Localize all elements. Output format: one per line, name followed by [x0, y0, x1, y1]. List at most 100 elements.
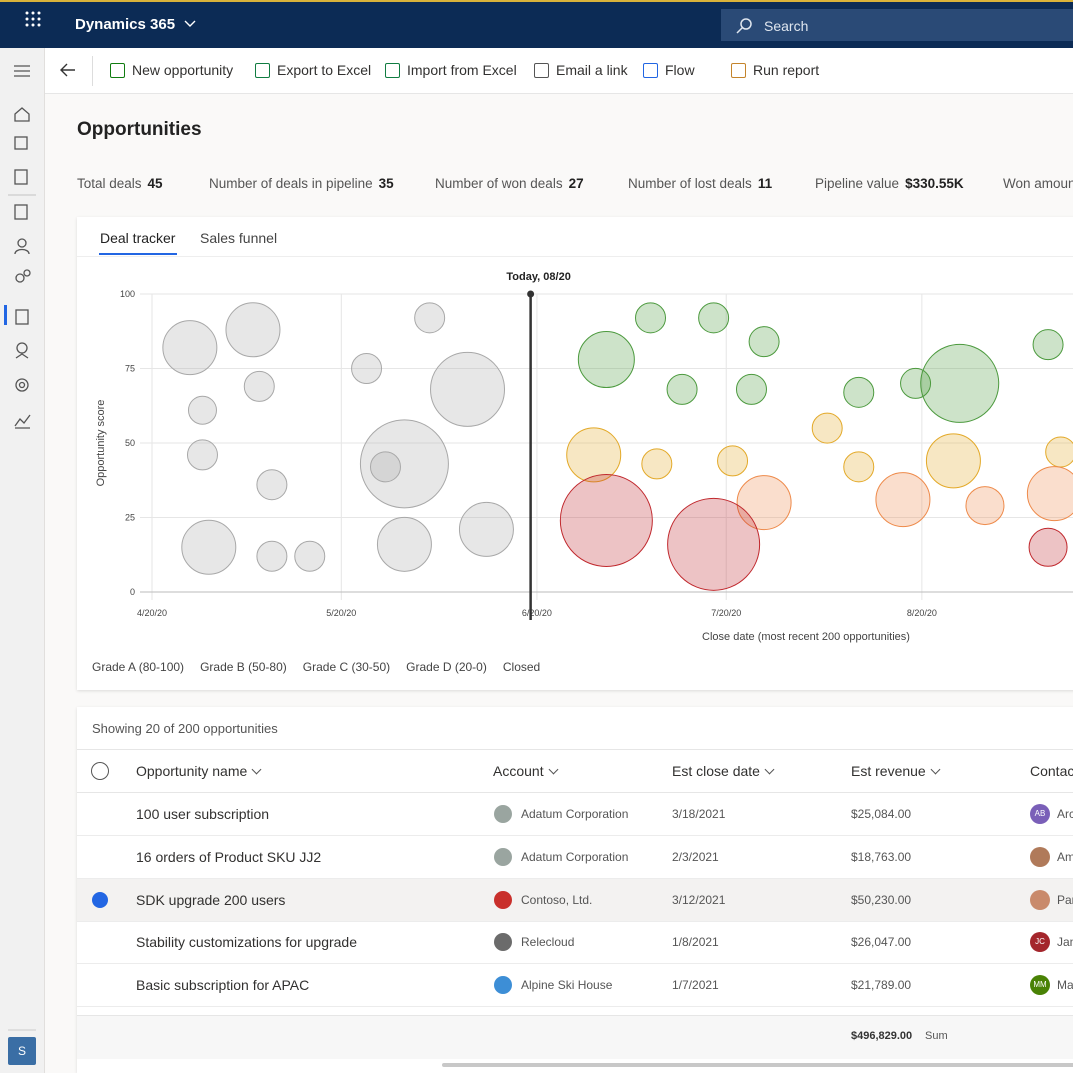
account-name[interactable]: Relecloud: [521, 935, 574, 949]
close-date: 2/3/2021: [672, 850, 719, 864]
bubble: [163, 321, 217, 375]
bubble: [812, 413, 842, 443]
kpi-value: $330.55K: [905, 176, 964, 191]
column-header[interactable]: Est close date: [672, 763, 760, 779]
row-divider: [77, 1006, 1073, 1007]
y-tick-label: 25: [125, 513, 135, 523]
kpi-value: 27: [569, 176, 584, 191]
opportunity-name[interactable]: SDK upgrade 200 users: [136, 892, 285, 908]
bubble: [844, 377, 874, 407]
account-icon: [494, 891, 512, 909]
bubble: [370, 452, 400, 482]
column-header[interactable]: Account: [493, 763, 544, 779]
row-divider: [77, 921, 1073, 922]
divider: [77, 749, 1073, 750]
bubble: [699, 303, 729, 333]
scrollbar[interactable]: [442, 1063, 1073, 1067]
contact-name[interactable]: Ma: [1057, 978, 1073, 992]
bubble: [295, 541, 325, 571]
bubble: [667, 374, 697, 404]
contact-avatar: AB: [1030, 804, 1050, 824]
bubble: [966, 487, 1004, 525]
account-icon: [494, 805, 512, 823]
y-tick-label: 50: [125, 438, 135, 448]
close-date: 3/12/2021: [672, 893, 725, 907]
account-icon: [494, 848, 512, 866]
contact-name[interactable]: Jan: [1057, 935, 1073, 949]
column-header[interactable]: Est revenue: [851, 763, 926, 779]
bubble: [876, 473, 930, 527]
opportunity-name[interactable]: 16 orders of Product SKU JJ2: [136, 849, 321, 865]
bubble: [431, 352, 505, 426]
row-check[interactable]: [92, 892, 108, 908]
y-tick-label: 75: [125, 364, 135, 374]
column-header[interactable]: Opportunity name: [136, 763, 247, 779]
kpi-value: 11: [758, 176, 772, 191]
select-all[interactable]: [91, 762, 109, 780]
sum-label: Sum: [925, 1030, 948, 1042]
contact-name[interactable]: Am: [1057, 850, 1073, 864]
user-avatar[interactable]: S: [8, 1037, 36, 1065]
x-tick-label: 7/20/20: [711, 608, 741, 618]
bubble: [459, 502, 513, 556]
bubble: [567, 428, 621, 482]
today-marker: [527, 291, 534, 298]
kpi: Number of deals in pipeline35: [209, 176, 394, 191]
opportunity-name[interactable]: Stability customizations for upgrade: [136, 934, 357, 950]
contact-avatar: [1030, 890, 1050, 910]
bubble: [636, 303, 666, 333]
today-label: Today, 08/20: [506, 271, 570, 283]
bubble: [844, 452, 874, 482]
revenue: $50,230.00: [851, 893, 911, 907]
close-date: 1/8/2021: [672, 935, 719, 949]
contact-name[interactable]: Arc: [1057, 807, 1073, 821]
table-caption: Showing 20 of 200 opportunities: [92, 721, 278, 736]
kpi: Won amount: [1003, 176, 1073, 191]
contact-name[interactable]: Par: [1057, 893, 1073, 907]
divider: [77, 792, 1073, 793]
account-name[interactable]: Adatum Corporation: [521, 807, 628, 821]
kpi: Pipeline value$330.55K: [815, 176, 964, 191]
kpi: Total deals45: [77, 176, 163, 191]
kpi: Number of lost deals11: [628, 176, 772, 191]
bubble: [187, 440, 217, 470]
bubble: [352, 354, 382, 384]
account-name[interactable]: Contoso, Ltd.: [521, 893, 592, 907]
sum-row: [77, 1015, 1073, 1059]
bubble: [560, 474, 652, 566]
bubble: [226, 303, 280, 357]
y-tick-label: 100: [120, 289, 135, 299]
bubble: [257, 541, 287, 571]
x-tick-label: 8/20/20: [907, 608, 937, 618]
kpi: Number of won deals27: [435, 176, 584, 191]
x-tick-label: 4/20/20: [137, 608, 167, 618]
bubble: [736, 374, 766, 404]
close-date: 3/18/2021: [672, 807, 725, 821]
bubble: [1027, 467, 1073, 521]
bubble: [921, 344, 999, 422]
revenue: $18,763.00: [851, 850, 911, 864]
kpi-value: 35: [379, 176, 394, 191]
revenue: $26,047.00: [851, 935, 911, 949]
opportunity-name[interactable]: Basic subscription for APAC: [136, 977, 309, 993]
bubble: [257, 470, 287, 500]
bubble: [188, 396, 216, 424]
opportunity-name[interactable]: 100 user subscription: [136, 806, 269, 822]
row-divider: [77, 963, 1073, 964]
bubble: [415, 303, 445, 333]
x-tick-label: 5/20/20: [326, 608, 356, 618]
bubble: [182, 520, 236, 574]
revenue: $25,084.00: [851, 807, 911, 821]
revenue: $21,789.00: [851, 978, 911, 992]
sum-value: $496,829.00: [851, 1030, 912, 1042]
kpi-value: 45: [148, 176, 163, 191]
column-header[interactable]: Contact: [1030, 763, 1073, 779]
bubble: [642, 449, 672, 479]
row-divider: [77, 835, 1073, 836]
bubble: [718, 446, 748, 476]
bubble-chart: 02550751004/20/205/20/206/20/207/20/208/…: [0, 0, 1073, 700]
account-name[interactable]: Adatum Corporation: [521, 850, 628, 864]
account-name[interactable]: Alpine Ski House: [521, 978, 612, 992]
x-axis-label: Close date (most recent 200 opportunitie…: [702, 631, 910, 643]
